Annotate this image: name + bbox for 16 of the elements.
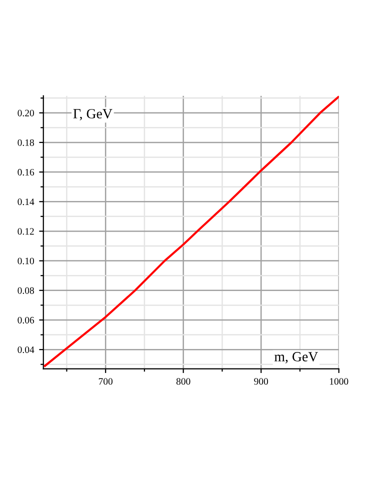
y-tick-label: 0.10 (18, 258, 34, 264)
y-tick-label: 0.16 (18, 168, 34, 176)
y-tick-label: 0.06 (18, 316, 34, 324)
y-tick-label: 0.14 (18, 198, 34, 206)
y-tick-label: 0.08 (18, 287, 34, 294)
y-tick-label: 0.18 (18, 139, 34, 146)
y-tick-label: 0.12 (18, 228, 34, 235)
y-tick-label: 0.04 (18, 346, 34, 354)
y-tick-label: 0.20 (18, 110, 34, 116)
x-tick-label: 1000 (330, 378, 348, 385)
x-tick-label: 700 (98, 378, 113, 385)
y-axis-title: Γ, GeV (73, 109, 112, 120)
x-tick-label: 800 (176, 378, 190, 385)
line-series (44, 96, 339, 367)
x-tick-label: 900 (254, 378, 268, 385)
x-axis-title: m, GeV (274, 352, 318, 364)
